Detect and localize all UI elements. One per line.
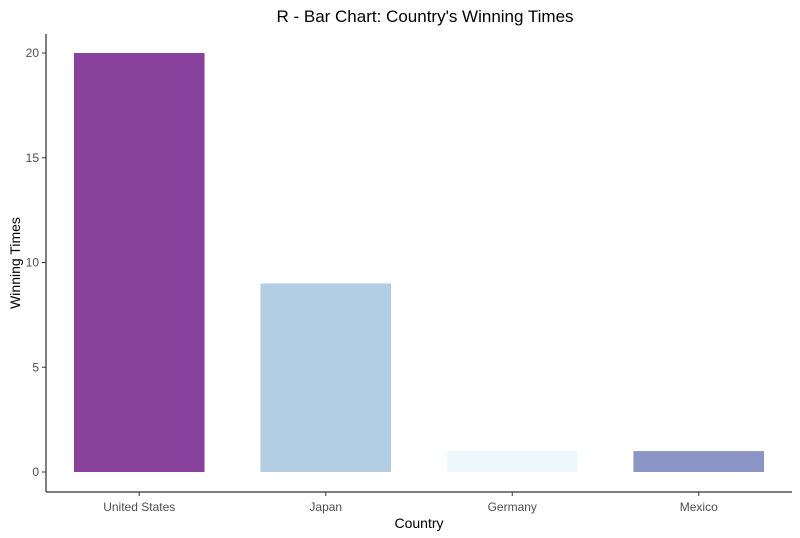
y-tick-label: 15 (26, 151, 40, 165)
bar-japan (260, 283, 392, 472)
y-tick-label: 0 (32, 465, 39, 479)
bar-mexico (633, 451, 765, 472)
bar-germany (446, 451, 578, 472)
y-axis-ticks: 0 5 10 15 20 (26, 46, 46, 479)
y-axis-title: Winning Times (7, 217, 23, 309)
y-tick-label: 20 (26, 46, 40, 60)
bar-united-states (73, 53, 205, 472)
plot-area (73, 53, 765, 472)
x-tick-label: United States (103, 500, 175, 514)
x-tick-label: Germany (488, 500, 537, 514)
y-tick-label: 5 (32, 360, 39, 374)
chart-title: R - Bar Chart: Country's Winning Times (276, 7, 573, 26)
x-tick-label: Mexico (680, 500, 718, 514)
x-axis-ticks: United States Japan Germany Mexico (103, 492, 718, 514)
x-tick-label: Japan (309, 500, 342, 514)
x-axis-title: Country (394, 515, 443, 531)
y-tick-label: 10 (26, 256, 40, 270)
